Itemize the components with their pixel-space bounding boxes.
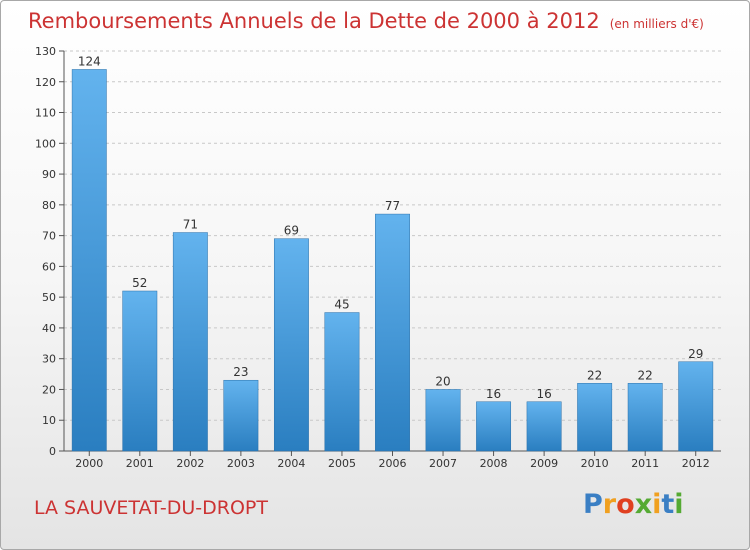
x-tick-label: 2012 [682, 457, 710, 470]
chart-title-text: Remboursements Annuels de la Dette de 20… [28, 9, 600, 33]
y-tick-label: 90 [42, 168, 56, 181]
y-tick-label: 10 [42, 414, 56, 427]
y-tick-label: 20 [42, 383, 56, 396]
x-tick-label: 2000 [75, 457, 103, 470]
bar [223, 379, 259, 452]
bar [273, 238, 309, 452]
x-tick-label: 2001 [126, 457, 154, 470]
data-label: 20 [435, 374, 450, 388]
x-tick-label: 2003 [227, 457, 255, 470]
y-tick-label: 50 [42, 291, 56, 304]
logo-letter: i [674, 489, 684, 520]
x-tick-label: 2010 [581, 457, 609, 470]
x-tick-label: 2007 [429, 457, 457, 470]
y-tick-label: 30 [42, 353, 56, 366]
x-tick-label: 2005 [328, 457, 356, 470]
data-label: 22 [587, 368, 602, 382]
y-tick-label: 80 [42, 199, 56, 212]
chart-unit: (en milliers d'€) [609, 17, 704, 31]
x-tick-label: 2006 [379, 457, 407, 470]
y-tick-label: 120 [35, 76, 56, 89]
logo-letter: i [652, 489, 662, 520]
x-tick-label: 2011 [631, 457, 659, 470]
x-tick-label: 2009 [530, 457, 558, 470]
y-tick-label: 40 [42, 322, 56, 335]
logo-letter: x [634, 489, 653, 520]
bar [678, 361, 714, 452]
data-label: 124 [78, 54, 101, 68]
y-tick-label: 70 [42, 230, 56, 243]
y-tick-label: 60 [42, 260, 56, 273]
x-tick-label: 2004 [277, 457, 305, 470]
data-label: 22 [638, 368, 653, 382]
data-label: 23 [233, 365, 248, 379]
logo-letter: o [616, 489, 635, 520]
x-tick-label: 2002 [176, 457, 204, 470]
bar [425, 389, 461, 452]
logo-letter: P [583, 489, 603, 520]
chart-title: Remboursements Annuels de la Dette de 20… [28, 9, 704, 33]
bar [324, 312, 360, 452]
proxiti-logo: Proxiti [583, 489, 684, 520]
bar [172, 232, 208, 452]
bar [122, 290, 158, 452]
data-label: 16 [486, 387, 501, 401]
bar [577, 383, 613, 452]
bar [526, 401, 562, 452]
town-name: LA SAUVETAT-DU-DROPT [34, 497, 268, 519]
logo-letter: t [661, 489, 675, 520]
bar [71, 69, 107, 452]
bar [375, 213, 410, 452]
data-label: 29 [688, 347, 703, 361]
y-tick-label: 0 [49, 445, 56, 458]
data-label: 45 [334, 298, 349, 312]
data-label: 77 [385, 199, 400, 213]
data-label: 16 [536, 387, 551, 401]
x-tick-label: 2008 [480, 457, 508, 470]
data-label: 52 [132, 276, 147, 290]
y-tick-label: 100 [35, 137, 56, 150]
data-label: 69 [284, 224, 299, 238]
logo-letter: r [602, 489, 617, 520]
data-label: 71 [183, 218, 198, 232]
y-tick-label: 110 [35, 107, 56, 120]
bar [476, 401, 512, 452]
bar [627, 383, 663, 452]
y-tick-label: 130 [35, 45, 56, 58]
